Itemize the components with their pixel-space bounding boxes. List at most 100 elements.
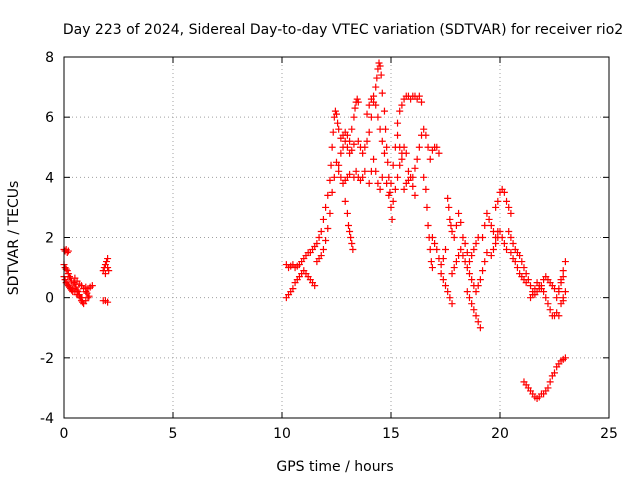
data-point bbox=[84, 294, 92, 302]
data-point bbox=[104, 255, 112, 263]
data-point bbox=[359, 149, 367, 157]
plot-frame bbox=[63, 56, 610, 419]
data-point bbox=[542, 294, 550, 302]
data-point bbox=[326, 209, 334, 217]
data-point bbox=[350, 113, 358, 121]
data-point bbox=[335, 167, 343, 175]
data-point bbox=[349, 246, 357, 254]
data-point bbox=[359, 173, 367, 181]
data-point bbox=[426, 155, 434, 163]
data-point bbox=[70, 279, 78, 287]
y-tick-label: 2 bbox=[45, 231, 54, 247]
data-point bbox=[378, 89, 386, 97]
data-point bbox=[555, 312, 563, 320]
data-point bbox=[457, 246, 465, 254]
data-point bbox=[343, 209, 351, 217]
data-point bbox=[503, 197, 511, 205]
data-point bbox=[328, 143, 336, 151]
data-point bbox=[372, 101, 380, 109]
y-tick-label: 4 bbox=[45, 170, 54, 186]
data-point bbox=[400, 185, 408, 193]
data-point bbox=[507, 234, 515, 241]
data-point bbox=[365, 179, 373, 187]
data-point bbox=[472, 240, 480, 248]
data-point bbox=[415, 92, 423, 100]
data-point bbox=[378, 137, 386, 145]
data-point bbox=[492, 203, 500, 211]
data-point bbox=[520, 264, 528, 272]
data-point bbox=[557, 279, 565, 287]
data-point bbox=[319, 246, 327, 254]
data-point bbox=[398, 155, 406, 163]
data-point bbox=[513, 264, 521, 272]
data-point bbox=[555, 288, 563, 296]
data-point bbox=[479, 234, 487, 241]
data-point bbox=[498, 234, 506, 241]
data-point bbox=[394, 119, 402, 127]
data-point bbox=[445, 203, 453, 211]
data-point bbox=[343, 131, 351, 139]
data-point bbox=[370, 92, 378, 100]
data-point bbox=[442, 282, 449, 290]
data-point bbox=[468, 276, 476, 284]
data-point bbox=[63, 249, 71, 257]
data-point bbox=[402, 149, 410, 157]
data-point bbox=[378, 173, 386, 181]
data-point bbox=[363, 137, 371, 145]
y-axis-label: SDTVAR / TECUs bbox=[6, 181, 22, 296]
data-point bbox=[354, 137, 362, 145]
data-point bbox=[474, 318, 482, 326]
data-point bbox=[496, 227, 504, 235]
data-point bbox=[522, 270, 530, 278]
data-point bbox=[463, 249, 471, 257]
data-point bbox=[335, 161, 343, 169]
data-point bbox=[394, 173, 402, 181]
data-point bbox=[400, 143, 408, 151]
data-point bbox=[387, 203, 395, 211]
data-point bbox=[433, 143, 441, 151]
data-point bbox=[463, 264, 471, 272]
data-point bbox=[450, 234, 458, 241]
data-point bbox=[448, 227, 456, 235]
data-point bbox=[334, 119, 342, 127]
data-point bbox=[343, 143, 351, 151]
data-point bbox=[457, 218, 465, 226]
data-point bbox=[531, 285, 539, 293]
data-point bbox=[487, 221, 495, 229]
data-point bbox=[422, 185, 430, 193]
data-point bbox=[388, 215, 396, 223]
data-point bbox=[351, 104, 359, 112]
data-point bbox=[452, 258, 460, 266]
x-tick-label: 20 bbox=[491, 426, 509, 442]
data-point bbox=[374, 179, 382, 187]
data-point bbox=[79, 298, 87, 306]
data-point bbox=[461, 240, 469, 248]
data-point bbox=[387, 179, 395, 187]
data-point bbox=[333, 110, 340, 118]
data-point bbox=[348, 146, 356, 154]
data-point bbox=[561, 258, 569, 266]
data-point bbox=[474, 282, 482, 290]
data-point bbox=[372, 83, 380, 91]
data-point bbox=[465, 270, 473, 278]
data-point bbox=[64, 270, 72, 278]
data-point bbox=[500, 188, 508, 196]
data-point bbox=[424, 143, 432, 151]
data-point bbox=[380, 149, 388, 157]
data-point bbox=[103, 258, 111, 266]
data-point bbox=[452, 221, 460, 229]
data-point bbox=[516, 252, 524, 260]
data-point bbox=[492, 240, 500, 248]
data-point bbox=[415, 143, 423, 151]
data-point bbox=[524, 276, 532, 284]
data-point bbox=[472, 312, 480, 320]
data-point bbox=[448, 300, 456, 308]
data-point bbox=[386, 188, 394, 196]
data-point bbox=[353, 95, 361, 103]
data-point bbox=[448, 270, 456, 278]
data-point bbox=[494, 197, 502, 205]
data-point bbox=[101, 270, 109, 278]
data-point bbox=[527, 282, 535, 290]
data-point bbox=[509, 240, 517, 248]
